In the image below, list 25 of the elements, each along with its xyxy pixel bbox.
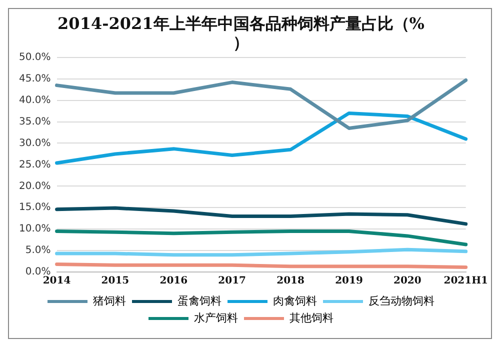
y-tick-label: 15.0% bbox=[18, 202, 51, 214]
y-tick-label: 20.0% bbox=[18, 180, 51, 192]
x-tick-label: 2014 bbox=[42, 276, 71, 287]
y-tick-label: 45.0% bbox=[18, 73, 51, 84]
x-tick-label: 2017 bbox=[218, 276, 246, 287]
y-tick-label: 5.0% bbox=[25, 245, 51, 256]
legend-label: 其他饲料 bbox=[290, 311, 334, 324]
y-tick-label: 50.0% bbox=[18, 52, 51, 63]
y-tick-label: 30.0% bbox=[18, 138, 51, 149]
legend-label: 猪饲料 bbox=[93, 294, 126, 308]
x-tick-label: 2020 bbox=[394, 276, 422, 287]
x-tick-label: 2018 bbox=[276, 276, 304, 287]
y-tick-label: 35.0% bbox=[18, 116, 51, 128]
legend-label: 水产饲料 bbox=[194, 311, 238, 324]
x-tick-label: 2019 bbox=[335, 276, 363, 287]
y-tick-label: 40.0% bbox=[18, 94, 51, 106]
legend-label: 蛋禽饲料 bbox=[178, 294, 222, 308]
chart-title: 2014-2021年上半年中国各品种饲料产量占比（%） bbox=[58, 14, 424, 52]
y-tick-label: 25.0% bbox=[18, 159, 51, 170]
x-tick-label: 2016 bbox=[160, 276, 188, 287]
x-tick-label: 2015 bbox=[101, 276, 130, 287]
y-tick-label: 10.0% bbox=[18, 224, 51, 235]
x-tick-label: 2021H1 bbox=[444, 276, 488, 287]
legend-label: 肉禽饲料 bbox=[273, 294, 317, 308]
legend-label: 反刍动物饲料 bbox=[368, 294, 434, 308]
